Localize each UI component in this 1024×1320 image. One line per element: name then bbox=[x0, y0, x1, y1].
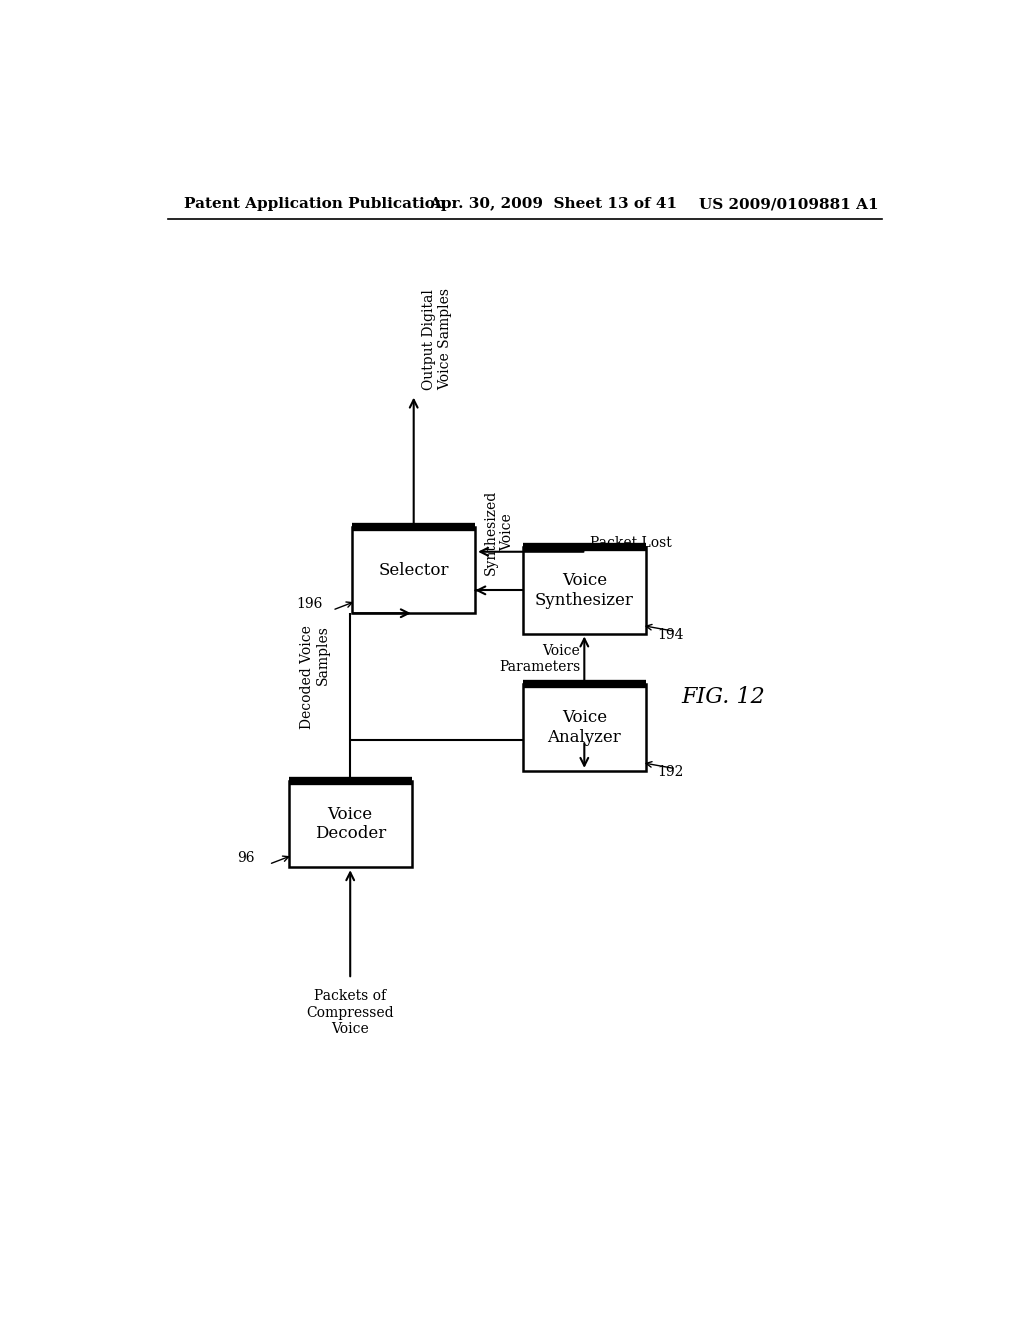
Text: 194: 194 bbox=[657, 627, 684, 642]
Text: Voice
Synthesizer: Voice Synthesizer bbox=[535, 572, 634, 609]
Text: 192: 192 bbox=[657, 764, 684, 779]
Text: Voice
Parameters: Voice Parameters bbox=[499, 644, 581, 675]
Text: Synthesized
Voice: Synthesized Voice bbox=[484, 490, 514, 576]
Text: US 2009/0109881 A1: US 2009/0109881 A1 bbox=[699, 197, 879, 211]
Text: Decoded Voice
Samples: Decoded Voice Samples bbox=[300, 624, 331, 729]
Text: Patent Application Publication: Patent Application Publication bbox=[183, 197, 445, 211]
Text: 196: 196 bbox=[297, 597, 323, 611]
Text: Voice
Decoder: Voice Decoder bbox=[314, 805, 386, 842]
Text: Packet Lost: Packet Lost bbox=[590, 536, 672, 549]
Text: Voice
Analyzer: Voice Analyzer bbox=[548, 709, 622, 746]
Bar bbox=[523, 684, 646, 771]
Bar bbox=[289, 781, 412, 867]
Text: FIG. 12: FIG. 12 bbox=[681, 686, 765, 708]
Text: Apr. 30, 2009  Sheet 13 of 41: Apr. 30, 2009 Sheet 13 of 41 bbox=[430, 197, 678, 211]
Text: Packets of
Compressed
Voice: Packets of Compressed Voice bbox=[306, 989, 394, 1036]
Bar bbox=[523, 548, 646, 634]
Bar bbox=[352, 527, 475, 614]
Text: Output Digital
Voice Samples: Output Digital Voice Samples bbox=[422, 288, 452, 389]
Text: 96: 96 bbox=[238, 851, 255, 865]
Text: Selector: Selector bbox=[379, 561, 449, 578]
